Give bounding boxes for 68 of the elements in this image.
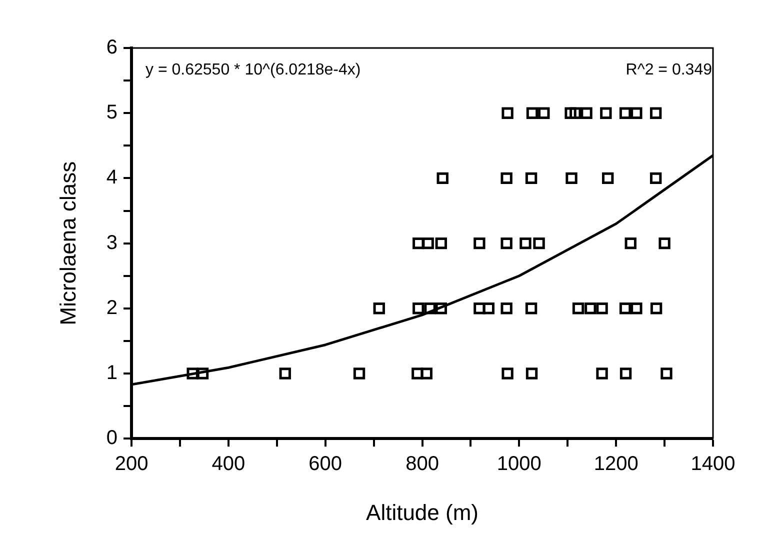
point [650, 302, 662, 314]
point [424, 302, 436, 314]
x-tick-label: 600 [308, 453, 342, 476]
point [570, 107, 582, 119]
point [500, 302, 512, 314]
point [650, 107, 662, 119]
point [619, 302, 632, 314]
point [619, 107, 632, 119]
point [584, 302, 596, 314]
point [436, 172, 448, 184]
point [412, 302, 424, 314]
annotation: R^2 = 0.349 [626, 61, 712, 78]
x-tick-label: 1000 [496, 453, 542, 476]
point [525, 172, 538, 184]
point [602, 172, 614, 184]
point [624, 237, 636, 250]
point [373, 302, 385, 314]
y-tick-label: 2 [106, 296, 118, 319]
x-axis-title: Altitude (m) [366, 500, 479, 525]
x-tick-label: 200 [114, 453, 148, 476]
point [422, 237, 434, 250]
point [420, 368, 432, 380]
point [572, 302, 584, 314]
point [600, 107, 612, 119]
point [412, 237, 424, 250]
point [533, 237, 545, 250]
point [412, 368, 424, 380]
y-tick-label: 4 [106, 166, 118, 189]
point [596, 368, 608, 380]
point [435, 237, 448, 250]
y-tick-label: 3 [106, 232, 118, 254]
point [596, 302, 608, 314]
x-tick-label: 400 [212, 453, 246, 476]
point [435, 302, 448, 314]
point [520, 237, 532, 250]
point [502, 368, 514, 380]
point [353, 368, 366, 380]
point [566, 172, 578, 184]
x-tick-label: 1200 [594, 453, 638, 476]
y-axis-title: Microlaena class [55, 161, 80, 326]
y-tick-label: 1 [106, 362, 118, 384]
point [630, 107, 642, 119]
point [564, 107, 576, 119]
x-tick-label: 800 [406, 453, 439, 476]
point [500, 237, 512, 250]
point [538, 107, 550, 119]
point [474, 302, 486, 314]
x-tick-label: 1400 [690, 453, 736, 476]
point [196, 368, 209, 380]
point [630, 302, 642, 314]
y-tick-label: 0 [106, 427, 118, 450]
point [658, 237, 670, 250]
point [474, 237, 486, 250]
point [650, 172, 662, 184]
point [580, 107, 592, 119]
point [526, 368, 538, 380]
point [660, 368, 672, 380]
point [620, 368, 632, 380]
point [526, 107, 538, 119]
y-tick-label: 6 [106, 36, 118, 59]
point [186, 368, 198, 380]
point [279, 368, 291, 380]
point [500, 172, 512, 184]
annotation: y = 0.62550 * 10^(6.0218e-4x) [146, 61, 361, 78]
point [482, 302, 494, 314]
point [502, 107, 514, 119]
point [525, 302, 538, 314]
y-tick-label: 5 [106, 102, 118, 124]
